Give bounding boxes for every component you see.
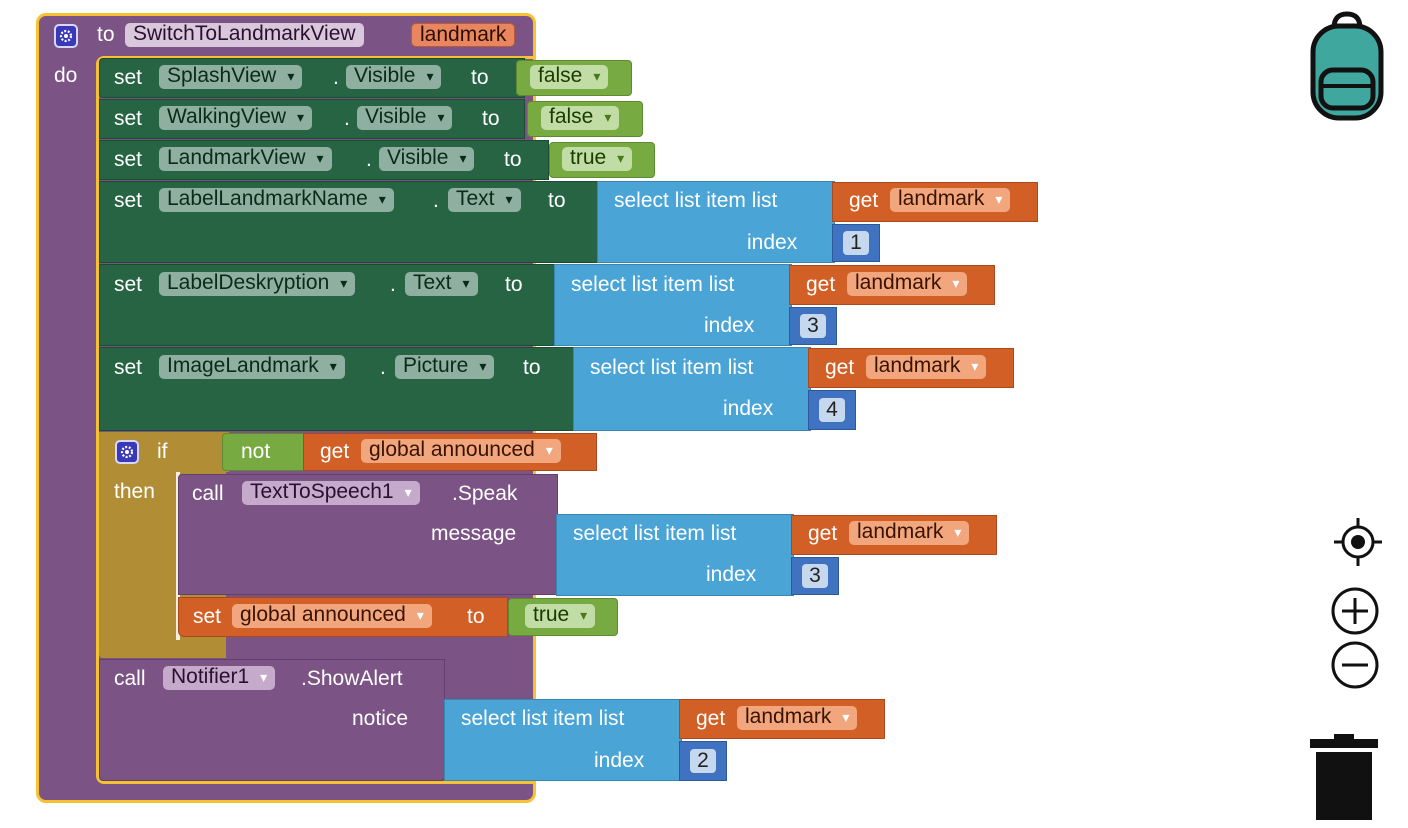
to-keyword: to	[482, 107, 500, 130]
not-block[interactable]	[222, 433, 308, 471]
get-keyword: get	[320, 440, 350, 463]
select-list-item-block[interactable]	[597, 181, 835, 263]
index-label: index	[747, 231, 798, 254]
trash-icon[interactable]	[1308, 732, 1380, 822]
component-dropdown-labeldeskryption[interactable]: LabelDeskryption	[159, 272, 356, 296]
to-keyword: to	[471, 66, 489, 89]
dot-separator: .	[366, 148, 372, 171]
number-field[interactable]: 3	[800, 314, 826, 338]
select-list-item-label: select list item list	[461, 707, 625, 730]
get-keyword: get	[808, 522, 838, 545]
zoom-in-icon[interactable]	[1330, 586, 1380, 636]
get-keyword: get	[696, 707, 726, 730]
property-dropdown-text[interactable]: Text	[448, 188, 521, 212]
variable-dropdown-global-announced[interactable]: global announced	[361, 439, 561, 463]
property-dropdown-visible[interactable]: Visible	[357, 106, 453, 130]
set-keyword: set	[114, 189, 143, 212]
index-label: index	[594, 749, 645, 772]
select-list-item-label: select list item list	[571, 273, 735, 296]
set-keyword: set	[114, 273, 143, 296]
component-dropdown-notifier1[interactable]: Notifier1	[163, 666, 276, 690]
procedure-to-keyword: to	[97, 23, 115, 46]
property-dropdown-visible[interactable]: Visible	[379, 147, 475, 171]
number-field[interactable]: 3	[802, 564, 828, 588]
property-dropdown-picture[interactable]: Picture	[395, 355, 495, 379]
notice-label: notice	[352, 707, 409, 730]
component-dropdown-labellandmarkname[interactable]: LabelLandmarkName	[159, 188, 394, 212]
set-keyword: set	[193, 605, 222, 628]
call-keyword: call	[114, 667, 146, 690]
variable-dropdown-landmark[interactable]: landmark	[737, 706, 858, 730]
select-list-item-label: select list item list	[590, 356, 754, 379]
then-keyword: then	[114, 480, 155, 503]
component-dropdown-walkingview[interactable]: WalkingView	[159, 106, 313, 130]
component-dropdown-landmarkview[interactable]: LandmarkView	[159, 147, 332, 171]
dot-separator: .	[380, 356, 386, 379]
to-keyword: to	[548, 189, 566, 212]
boolean-dropdown-false[interactable]: false	[530, 65, 609, 89]
select-list-item-label: select list item list	[614, 189, 778, 212]
variable-dropdown-global-announced[interactable]: global announced	[232, 604, 432, 628]
call-keyword: call	[192, 482, 224, 505]
select-list-item-block[interactable]	[444, 699, 682, 781]
not-keyword: not	[241, 440, 271, 463]
number-field[interactable]: 4	[819, 398, 845, 422]
number-field[interactable]: 1	[843, 231, 869, 255]
variable-dropdown-landmark[interactable]: landmark	[866, 355, 987, 379]
get-keyword: get	[806, 273, 836, 296]
procedure-mutator-gear-icon[interactable]	[54, 24, 78, 48]
get-keyword: get	[849, 189, 879, 212]
property-dropdown-text[interactable]: Text	[405, 272, 478, 296]
to-keyword: to	[505, 273, 523, 296]
if-mutator-gear-icon[interactable]	[115, 440, 139, 464]
procedure-do-area	[96, 56, 533, 784]
set-keyword: set	[114, 356, 143, 379]
component-dropdown-texttospeech1[interactable]: TextToSpeech1	[242, 481, 420, 505]
dot-separator: .	[433, 189, 439, 212]
method-name-speak: .Speak	[452, 482, 518, 505]
component-dropdown-splashview[interactable]: SplashView	[159, 65, 303, 89]
select-list-item-label: select list item list	[573, 522, 737, 545]
variable-dropdown-landmark[interactable]: landmark	[849, 521, 970, 545]
procedure-name-field[interactable]: SwitchToLandmarkView	[125, 23, 364, 47]
select-list-item-block[interactable]	[556, 514, 794, 596]
center-icon[interactable]	[1332, 516, 1384, 568]
select-list-item-block[interactable]	[554, 264, 792, 346]
boolean-dropdown-true[interactable]: true	[525, 604, 596, 628]
procedure-param-landmark[interactable]: landmark	[411, 23, 516, 47]
set-keyword: set	[114, 148, 143, 171]
zoom-out-icon[interactable]	[1330, 640, 1380, 690]
dot-separator: .	[333, 66, 339, 89]
number-field[interactable]: 2	[690, 749, 716, 773]
number-block[interactable]	[679, 741, 727, 781]
index-label: index	[723, 397, 774, 420]
variable-dropdown-landmark[interactable]: landmark	[847, 272, 968, 296]
component-dropdown-imagelandmark[interactable]: ImageLandmark	[159, 355, 345, 379]
to-keyword: to	[504, 148, 522, 171]
dot-separator: .	[390, 273, 396, 296]
method-name-showalert: .ShowAlert	[301, 667, 403, 690]
to-keyword: to	[523, 356, 541, 379]
to-keyword: to	[467, 605, 485, 628]
get-keyword: get	[825, 356, 855, 379]
index-label: index	[706, 563, 757, 586]
index-label: index	[704, 314, 755, 337]
set-keyword: set	[114, 107, 143, 130]
dot-separator: .	[344, 107, 350, 130]
backpack-icon[interactable]	[1310, 10, 1384, 122]
boolean-dropdown-false[interactable]: false	[541, 106, 620, 130]
variable-dropdown-landmark[interactable]: landmark	[890, 188, 1011, 212]
select-list-item-block[interactable]	[573, 347, 811, 431]
if-keyword: if	[157, 440, 168, 463]
message-label: message	[431, 522, 517, 545]
set-keyword: set	[114, 66, 143, 89]
property-dropdown-visible[interactable]: Visible	[346, 65, 442, 89]
procedure-do-keyword: do	[54, 64, 78, 87]
boolean-dropdown-true[interactable]: true	[562, 147, 633, 171]
